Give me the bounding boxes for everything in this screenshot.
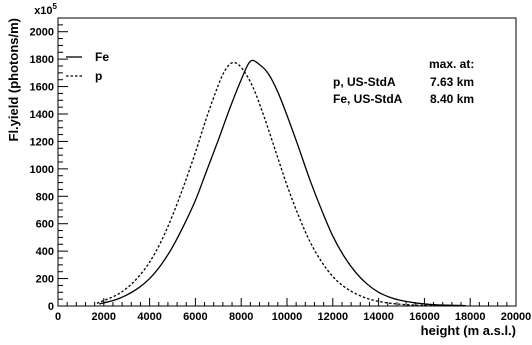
y-tick-label: 600 bbox=[36, 219, 54, 231]
x-tick-label: 2000 bbox=[92, 311, 116, 323]
y-tick-label: 1000 bbox=[30, 164, 54, 176]
x-tick-label: 0 bbox=[55, 311, 61, 323]
y-tick-label: 800 bbox=[36, 191, 54, 203]
legend-label-fe: Fe bbox=[95, 50, 109, 64]
legend: Fe p bbox=[66, 50, 109, 83]
max-header: max. at: bbox=[429, 57, 474, 71]
y-tick-label: 0 bbox=[48, 301, 54, 313]
x-tick-label: 16000 bbox=[409, 311, 440, 323]
max-p-value: 7.63 km bbox=[430, 75, 474, 89]
y-tick-label: 1600 bbox=[30, 82, 54, 94]
y-multiplier: x105 bbox=[34, 2, 57, 17]
x-tick-label: 12000 bbox=[318, 311, 349, 323]
x-tick-label: 4000 bbox=[137, 311, 161, 323]
y-tick-label: 200 bbox=[36, 274, 54, 286]
y-tick-label: 400 bbox=[36, 246, 54, 258]
y-multiplier-exponent: 5 bbox=[53, 2, 58, 11]
tick-labels: 0 2000 4000 6000 8000 10000 12000 14000 16000 180… bbox=[30, 27, 532, 323]
data-curves bbox=[96, 59, 466, 307]
y-tick-label: 1800 bbox=[30, 54, 54, 66]
x-tick-label: 20000 bbox=[501, 311, 532, 323]
y-axis-label: Fl.yield (photons/m) bbox=[6, 18, 21, 142]
max-fe-label: Fe, US-StdA bbox=[333, 92, 403, 106]
x-tick-label: 8000 bbox=[229, 311, 253, 323]
x-tick-label: 6000 bbox=[183, 311, 207, 323]
plot-frame bbox=[57, 17, 517, 307]
max-p-label: p, US-StdA bbox=[333, 75, 396, 89]
max-fe-value: 8.40 km bbox=[430, 92, 474, 106]
axis-ticks bbox=[57, 17, 517, 307]
y-tick-label: 2000 bbox=[30, 27, 54, 39]
x-tick-label: 14000 bbox=[363, 311, 394, 323]
x-axis-label: height (m a.s.l.) bbox=[421, 323, 516, 338]
y-tick-label: 1200 bbox=[30, 136, 54, 148]
x-tick-label: 10000 bbox=[272, 311, 303, 323]
series-line-fe bbox=[99, 59, 466, 307]
x-tick-label: 18000 bbox=[455, 311, 486, 323]
y-tick-label: 1400 bbox=[30, 109, 54, 121]
legend-label-p: p bbox=[95, 69, 102, 83]
max-annotation: max. at: p, US-StdA 7.63 km Fe, US-StdA … bbox=[333, 57, 474, 106]
